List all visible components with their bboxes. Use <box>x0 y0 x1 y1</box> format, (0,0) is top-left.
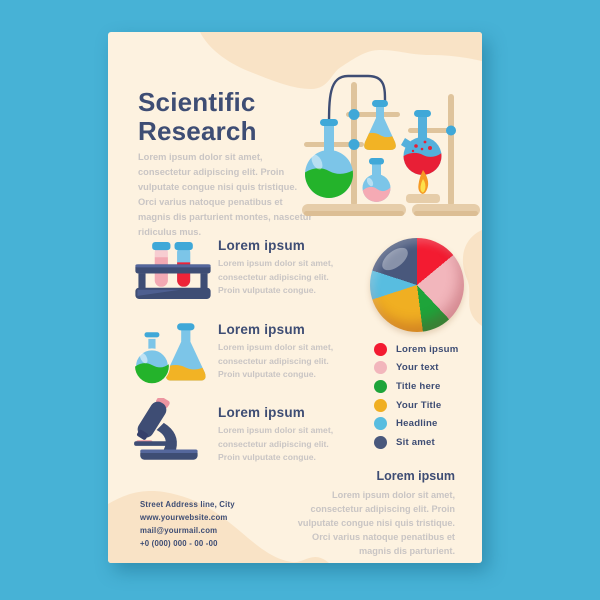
legend-item: Lorem ipsum <box>374 340 458 359</box>
legend-label: Your Title <box>396 399 442 411</box>
legend-dot-green <box>374 379 387 393</box>
clamp-icon <box>346 112 400 117</box>
item-body: Lorem ipsum dolor sit amet, consectetur … <box>218 258 334 295</box>
legend-label: Sit amet <box>396 436 435 448</box>
pie-legend: Lorem ipsum Your text Title here Your Ti… <box>374 340 458 452</box>
item-body: Lorem ipsum dolor sit amet, consectetur … <box>218 342 334 379</box>
legend-label: Your text <box>396 362 439 374</box>
website-url: www.yourwebsite.com <box>140 513 228 522</box>
round-flask-pink-icon <box>362 158 391 202</box>
legend-item: Your Title <box>374 396 458 415</box>
legend-dot-red <box>374 342 387 356</box>
legend-item: Your text <box>374 359 458 378</box>
microscope-icon <box>134 398 198 460</box>
erlenmeyer-flask-yellow-icon <box>364 100 396 150</box>
item-title: Lorem ipsum <box>218 322 305 337</box>
legend-label: Lorem ipsum <box>396 343 459 355</box>
right-blob <box>462 230 482 326</box>
round-flask-green-icon <box>305 119 353 198</box>
clamp-knob-icon <box>446 125 456 136</box>
contact-block: Street Address line, City www.yourwebsit… <box>140 498 235 550</box>
pie-chart <box>370 238 464 332</box>
list-item: Lorem ipsum Lorem ipsum dolor sit amet, … <box>218 405 336 465</box>
lab-equipment-illustration <box>302 74 480 216</box>
item-body: Lorem ipsum dolor sit amet, consectetur … <box>218 425 334 462</box>
poster: Scientific Research Lorem ipsum dolor si… <box>108 32 482 563</box>
bottom-section-title: Lorem ipsum <box>376 469 456 483</box>
email-address: mail@yourmail.com <box>140 526 218 535</box>
list-item: Lorem ipsum Lorem ipsum dolor sit amet, … <box>218 322 336 382</box>
test-tubes-icon <box>135 242 211 299</box>
legend-label: Title here <box>396 380 441 392</box>
burner-flame-icon <box>406 170 440 203</box>
street-address: Street Address line, City <box>140 500 235 509</box>
bottom-section: Lorem ipsum Lorem ipsum dolor sit amet, … <box>280 469 455 558</box>
intro-paragraph: Lorem ipsum dolor sit amet, consectetur … <box>138 152 313 237</box>
legend-dot-navy <box>374 435 387 449</box>
item-title: Lorem ipsum <box>218 238 305 253</box>
legend-dot-pink <box>374 361 387 375</box>
legend-label: Headline <box>396 418 438 430</box>
phone-number: +0 (000) 000 - 00 -00 <box>140 539 218 548</box>
bottom-left-blob <box>108 491 329 563</box>
item-title: Lorem ipsum <box>218 405 305 420</box>
legend-dot-yellow <box>374 398 387 412</box>
stand-pole-icon <box>448 94 454 206</box>
clamp-knob-icon <box>348 139 360 150</box>
clamp-knob-icon <box>348 109 360 120</box>
flasks-icon <box>134 323 206 385</box>
legend-item: Headline <box>374 414 458 433</box>
boiling-flask-red-icon <box>401 110 442 175</box>
bottom-section-body: Lorem ipsum dolor sit amet, consectetur … <box>297 490 455 556</box>
glass-tube-icon <box>327 74 387 130</box>
legend-item: Title here <box>374 377 458 396</box>
top-blob <box>200 32 482 89</box>
page-title: Scientific Research <box>138 87 257 146</box>
list-item: Lorem ipsum Lorem ipsum dolor sit amet, … <box>218 238 336 298</box>
legend-item: Sit amet <box>374 433 458 452</box>
background-blobs <box>108 32 482 563</box>
legend-dot-lightblue <box>374 417 387 431</box>
